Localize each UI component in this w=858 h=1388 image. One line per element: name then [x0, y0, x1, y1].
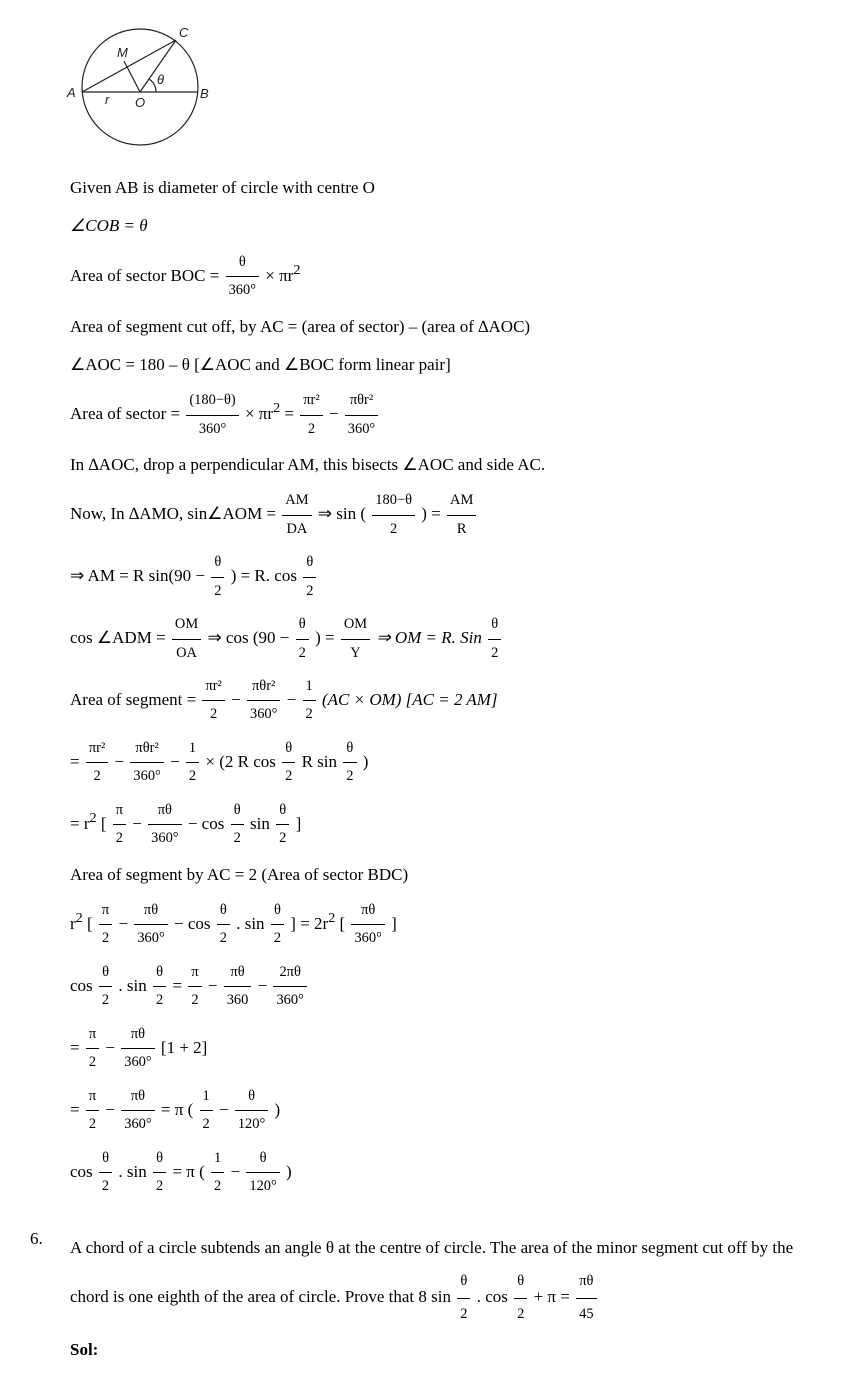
proof-line: = πr²2 − πθr²360° − 12 × (2 R cos θ2 R s…	[70, 735, 828, 791]
proof-line: cos θ2 . sin θ2 = π2 − πθ360 − 2πθ360°	[70, 959, 828, 1015]
proof-line: Area of segment cut off, by AC = (area o…	[70, 311, 828, 343]
label-o: O	[135, 95, 145, 110]
proof-line: = π2 − πθ360° [1 + 2]	[70, 1021, 828, 1077]
question-text: A chord of a circle subtends an angle θ …	[70, 1238, 793, 1307]
proof-line: Now, In ∆AMO, sin∠AOM = AMDA ⇒ sin ( 180…	[70, 487, 828, 543]
circle-diagram: A B C O M θ r	[60, 12, 828, 162]
proof-line: Area of sector BOC = θ360° × πr2	[70, 249, 828, 305]
proof-line: ∠COB = θ	[70, 210, 828, 242]
label-m: M	[117, 45, 128, 60]
proof-line: In ∆AOC, drop a perpendicular AM, this b…	[70, 449, 828, 481]
proof-line: ∠AOC = 180 – θ [∠AOC and ∠BOC form linea…	[70, 349, 828, 381]
proof-line: = π2 − πθ360° = π ( 12 − θ120° )	[70, 1083, 828, 1139]
proof-line: cos ∠ADM = OMOA ⇒ cos (90 − θ2 ) = OMY ⇒…	[70, 611, 828, 667]
proof-line: cos θ2 . sin θ2 = π ( 12 − θ120° )	[70, 1145, 828, 1201]
solution-label: Sol:	[70, 1331, 828, 1368]
proof-line: r2 [ π2 − πθ360° − cos θ2 . sin θ2 ] = 2…	[70, 897, 828, 953]
label-a: A	[66, 85, 76, 100]
label-theta: θ	[157, 72, 164, 87]
label-b: B	[200, 86, 209, 101]
question-6: 6. A chord of a circle subtends an angle…	[70, 1229, 828, 1368]
proof-line: Area of segment by AC = 2 (Area of secto…	[70, 859, 828, 891]
proof-line: Given AB is diameter of circle with cent…	[70, 172, 828, 204]
proof-line: Area of sector = (180−θ)360° × πr2 = πr²…	[70, 387, 828, 443]
proof-line: = r2 [ π2 − πθ360° − cos θ2 sin θ2 ]	[70, 797, 828, 853]
label-c: C	[179, 25, 189, 40]
label-r: r	[105, 92, 110, 107]
proof-line: ⇒ AM = R sin(90 − θ2 ) = R. cos θ2	[70, 549, 828, 605]
question-number: 6.	[30, 1229, 70, 1368]
proof-line: Area of segment = πr²2 − πθr²360° − 12 (…	[70, 673, 828, 729]
